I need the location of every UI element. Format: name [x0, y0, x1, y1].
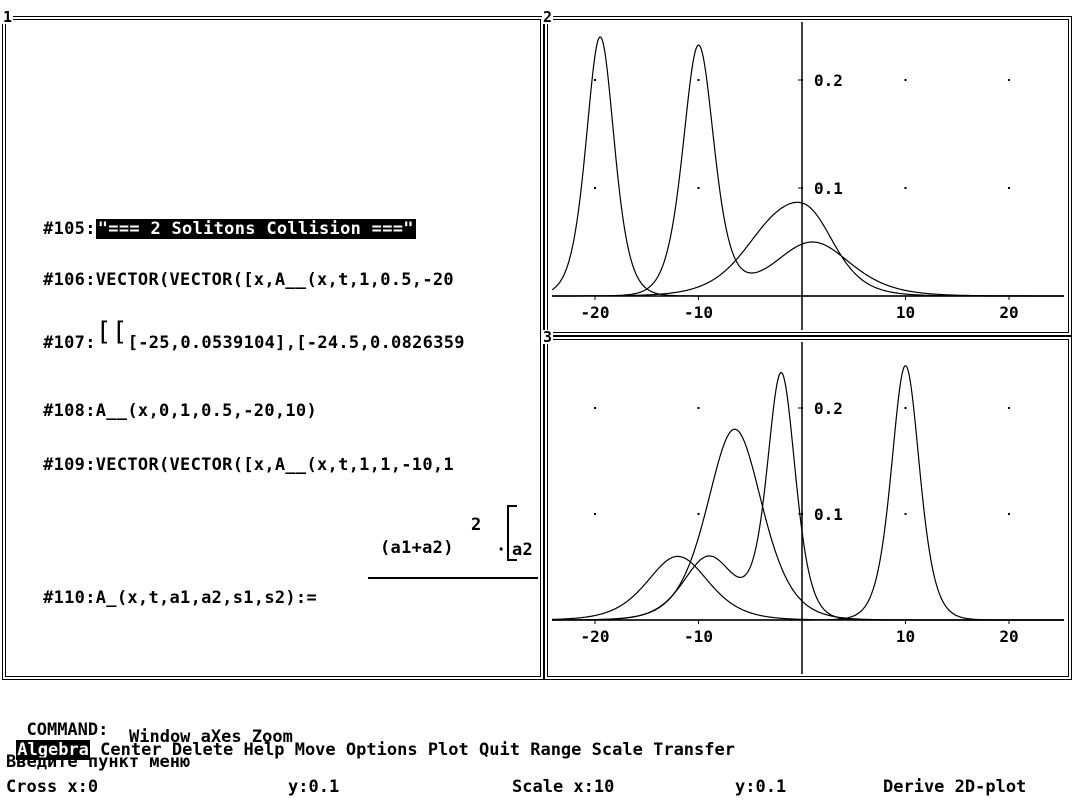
command-menu-row2: Window aXes Zoom — [129, 727, 293, 747]
expression-number: #106: — [43, 270, 96, 290]
grid-dot — [697, 79, 700, 81]
status-mode: Derive 2D-plot — [883, 777, 1027, 797]
curve-line — [552, 36, 1064, 297]
grid-dot — [904, 187, 907, 189]
expression-108[interactable]: #108:A__(x,0,1,0.5,-20,10) — [22, 381, 317, 421]
grid-dot — [1008, 187, 1010, 189]
menu-item-window[interactable]: Window — [129, 727, 191, 747]
grid-dot — [594, 513, 596, 515]
grid-dot — [1008, 407, 1010, 409]
status-scale-x: Scale x:10 — [512, 777, 615, 797]
y-tick-label: 0.2 — [814, 71, 843, 90]
grid-dot — [1008, 79, 1010, 81]
menu-item-help[interactable]: Help — [243, 740, 285, 760]
grid-dot — [697, 407, 700, 409]
grid-dot — [594, 407, 596, 409]
x-tick-label: 10 — [896, 627, 915, 646]
menu-item-plot[interactable]: Plot — [427, 740, 469, 760]
expression-text: "=== 2 Solitons Collision ===" — [95, 219, 416, 239]
curve-line — [552, 44, 1064, 297]
grid-dot — [697, 513, 700, 515]
curve-line — [552, 201, 1064, 297]
x-tick-label: -10 — [684, 627, 713, 646]
expression-105[interactable]: #105: "=== 2 Solitons Collision ===" — [22, 199, 416, 239]
x-tick-label: 20 — [999, 627, 1018, 646]
curve-line — [552, 555, 1064, 621]
x-tick-label: 10 — [896, 303, 915, 322]
menu-item-scale[interactable]: Scale — [591, 740, 643, 760]
fraction-numerator: (a1+a2) — [380, 538, 454, 558]
menu-item-algebra[interactable]: Algebra — [16, 740, 90, 760]
menu-item-quit[interactable]: Quit — [479, 740, 520, 760]
command-prompt: Введите пункт меню — [6, 752, 191, 772]
grid-dot — [594, 187, 596, 189]
menu-item-transfer[interactable]: Transfer — [653, 740, 735, 760]
fraction-dot: · — [496, 540, 507, 560]
fraction-line — [368, 577, 538, 579]
plot-window-top[interactable]: 2 — [542, 10, 1072, 336]
menu-item-range[interactable]: Range — [530, 740, 582, 760]
plot-top-canvas[interactable]: -20 -10 10 20 0.2 0.1 — [552, 22, 1064, 330]
expression-number: #107: — [43, 333, 96, 353]
menu-item-options[interactable]: Options — [345, 740, 418, 760]
matrix-bracket: [[ — [95, 317, 128, 347]
menu-item-zoom[interactable]: Zoom — [251, 727, 293, 747]
expression-107[interactable]: #107:[[[-25,0.0539104],[-24.5,0.0826359 — [22, 310, 465, 353]
status-scale-y: y:0.1 — [735, 777, 787, 797]
x-tick-label: -20 — [581, 627, 610, 646]
menu-item-delete[interactable]: Delete — [171, 740, 234, 760]
expression-110[interactable]: #110:A_(x,t,a1,a2,s1,s2):= — [22, 568, 317, 608]
expression-106[interactable]: #106:VECTOR(VECTOR([x,A__(x,t,1,0.5,-20 — [22, 250, 454, 290]
menu-item-move[interactable]: Move — [294, 740, 336, 760]
y-tick-label: 0.1 — [814, 505, 843, 524]
y-tick-label: 0.1 — [814, 179, 843, 198]
status-cross-y: y:0.1 — [288, 777, 340, 797]
window-number-3: 3 — [542, 328, 554, 346]
plot-bottom-canvas[interactable]: -20 -10 10 20 0.2 0.1 — [552, 342, 1064, 674]
grid-dot — [594, 79, 596, 81]
command-label: COMMAND: — [26, 720, 109, 740]
algebra-window[interactable]: 1 — [2, 10, 544, 680]
x-tick-label: -20 — [581, 303, 610, 322]
expression-number: #105: — [43, 219, 96, 239]
status-cross-x: Cross x:0 — [6, 777, 99, 797]
expression-text: VECTOR(VECTOR([x,A__(x,t,1,0.5,-20 — [95, 270, 454, 290]
command-menu: COMMAND: Algebra Center Delete Help Move… — [6, 700, 735, 760]
fraction-bracket-tail: a2 — [512, 540, 534, 560]
menu-item-axes[interactable]: aXes — [200, 727, 242, 747]
x-tick-label: 20 — [999, 303, 1018, 322]
fraction-exponent: 2 — [471, 515, 482, 535]
curve-line — [552, 371, 1064, 621]
expression-text: [-25,0.0539104],[-24.5,0.0826359 — [127, 333, 465, 353]
curve-line — [552, 365, 1064, 621]
menu-item-center[interactable]: Center — [100, 740, 162, 760]
expression-text: A_(x,t,a1,a2,s1,s2):= — [95, 588, 317, 608]
expression-109[interactable]: #109:VECTOR(VECTOR([x,A__(x,t,1,1,-10,1 — [22, 435, 454, 475]
expression-number: #109: — [43, 455, 96, 475]
expression-number: #110: — [43, 588, 96, 608]
grid-dot — [904, 513, 907, 515]
fraction-bracket — [507, 505, 517, 561]
grid-dot — [1008, 513, 1010, 515]
expression-text: VECTOR(VECTOR([x,A__(x,t,1,1,-10,1 — [95, 455, 454, 475]
x-tick-label: -10 — [684, 303, 713, 322]
window-number-1: 1 — [2, 8, 14, 26]
plot-window-bottom[interactable]: 3 — [542, 330, 1072, 680]
window-number-2: 2 — [542, 8, 554, 26]
curve-line — [552, 428, 1064, 621]
grid-dot — [697, 187, 700, 189]
grid-dot — [904, 407, 907, 409]
y-tick-label: 0.2 — [814, 399, 843, 418]
grid-dot — [904, 79, 907, 81]
expression-number: #108: — [43, 401, 96, 421]
expression-text: A__(x,0,1,0.5,-20,10) — [95, 401, 317, 421]
